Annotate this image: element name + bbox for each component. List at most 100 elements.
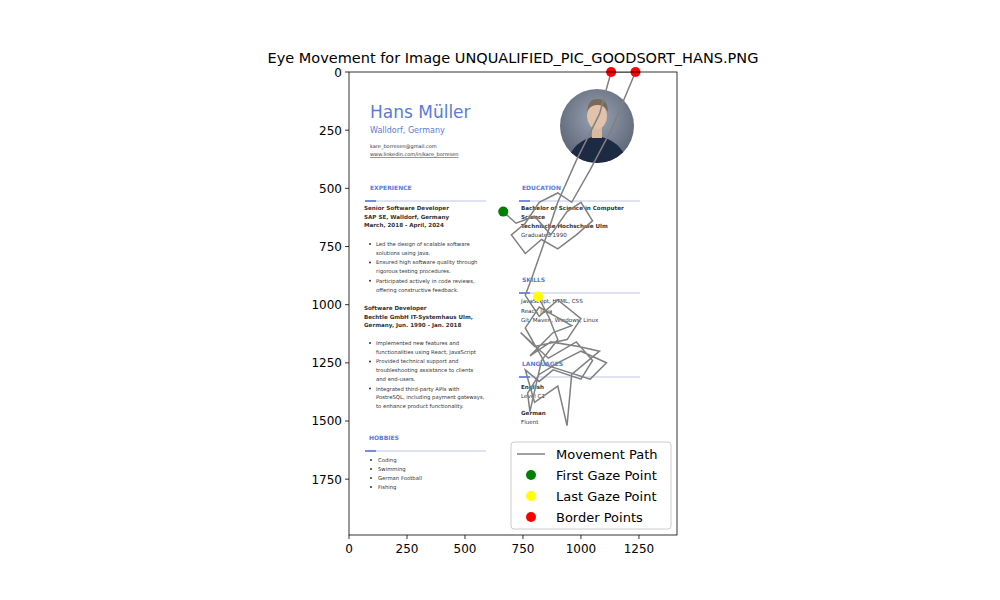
photo-hair [587,99,608,112]
bullet-text: Provided technical support and [376,358,458,365]
bullet-text: troubleshooting assistance to clients [376,367,473,374]
figure: Hans Müller Walldorf, Germany kare_borrese… [0,0,1000,600]
y-tick-label: 1000 [311,298,342,312]
section-rule [365,201,486,202]
bullet-text: Participated actively in code reviews, [376,278,475,285]
bullet-text: solutions using Java. [376,250,431,257]
section-heading: EDUCATION [522,184,561,191]
y-tick-label: 500 [319,182,342,196]
y-tick-label: 1250 [311,356,342,370]
legend: Movement Path First Gaze Point Last Gaze P… [511,442,671,529]
axes: 0250500750100012500250500750100012501500… [311,66,677,557]
y-tick [345,362,349,363]
bullet-text: to enhance product functionality. [376,403,464,410]
bullet-dot [370,477,372,479]
section-heading: EXPERIENCE [370,184,412,191]
y-tick-label: 1750 [311,473,342,487]
y-tick [345,420,349,421]
job-title: Software Developer [364,305,427,312]
bullet-dot [369,388,371,390]
bullet-text: Ensured high software quality through [376,259,477,266]
job-title: Senior Software Developer [364,205,449,212]
x-tick [638,535,639,539]
hobby: Swimming [378,466,406,473]
job-company: Bechtle GmbH IT-Systemhaus Ulm, [364,314,473,321]
education-line: Technische Hochschule Ulm [521,223,608,229]
resume-image: Hans Müller Walldorf, Germany kare_borrese… [349,72,677,535]
x-tick-label: 500 [454,542,477,556]
bullet-dot [370,468,372,470]
bullet-dot [369,280,371,282]
resume-location: Walldorf, Germany [370,126,445,135]
section-rule-accent [519,376,530,378]
image-area [349,72,677,535]
movement-path [503,72,635,426]
bullet-dot [369,342,371,344]
y-tick [345,188,349,189]
bullet-text: Led the design of scalable software [376,241,470,248]
x-tick [406,535,407,539]
y-tick [345,72,349,73]
bullet-dot [370,486,372,488]
resume-linkedin: www.linkedin.com/in/kare_borresen [370,151,459,158]
bullet-dot [370,459,372,461]
chart-title: Eye Movement for Image UNQUALIFIED_PIC_G… [268,50,759,66]
x-tick [580,535,581,539]
y-tick-label: 750 [319,240,342,254]
job-dates: Germany, Jun. 1990 - Jan. 2018 [364,322,462,329]
bullet-dot [369,243,371,245]
section-heading: SKILLS [522,276,545,283]
gaze-point [533,292,543,302]
plot-lines [503,72,635,426]
education-line: Graduated 1990 [521,232,567,238]
hobby: Fishing [378,484,396,491]
bullet-text: and end-users. [376,376,416,382]
bullet-text: PostreSQL, including payment gateways, [376,394,485,401]
section-rule-accent [365,200,376,202]
language-level: Fluent [521,419,539,425]
bullet-dot [369,360,371,362]
language: German [521,410,546,416]
background [0,0,1000,600]
x-tick-label: 0 [345,542,353,556]
x-tick-label: 1000 [566,542,597,556]
x-tick [464,535,465,539]
y-tick [345,130,349,131]
hobby: German Football [378,475,422,481]
y-tick-label: 0 [334,66,342,80]
bullet-text: functionalities using React, JavaScript [376,349,476,356]
bullet-text: Implemented new features and [376,340,459,347]
section-rule-accent [519,200,530,202]
resume-name: Hans Müller [370,102,471,122]
legend-label: Last Gaze Point [556,489,656,504]
job-company: SAP SE, Walldorf, Germany [364,214,449,221]
y-tick [345,479,349,480]
plot-frame [349,72,677,535]
legend-label: First Gaze Point [556,468,657,483]
bullet-text: Integrated third-party APIs with [376,386,459,393]
y-tick [345,304,349,305]
bullet-text: offering constructive feedback. [376,287,459,294]
legend-label: Border Points [556,510,643,525]
section-rule [519,201,640,202]
legend-marker [526,491,536,501]
legend-label: Movement Path [556,447,658,462]
legend-box [511,442,671,529]
section-heading: HOBBIES [369,434,399,441]
x-tick-label: 250 [396,542,419,556]
legend-line [517,453,545,455]
bullet-dot [369,261,371,263]
y-tick-label: 1500 [311,414,342,428]
legend-marker [526,470,536,480]
resume-email: kare_borresen@gmail.com [370,143,437,150]
plot-markers [498,67,640,302]
x-tick [522,535,523,539]
section-rule [365,451,486,452]
job-dates: March, 2018 - April, 2024 [364,222,444,229]
y-tick [345,246,349,247]
bullet-text: rigorous testing procedures. [376,268,451,275]
x-tick-label: 1250 [624,542,655,556]
y-tick-label: 250 [319,124,342,138]
section-rule-accent [519,292,530,294]
legend-marker [526,512,536,522]
